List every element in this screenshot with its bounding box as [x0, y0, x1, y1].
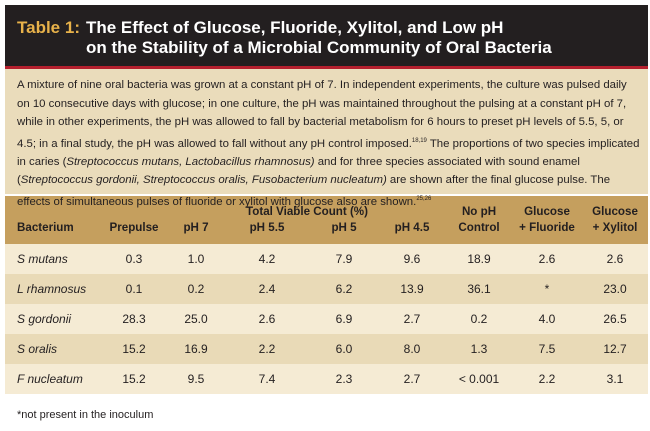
header-ph7: pH 7	[183, 221, 209, 234]
cell-value: 2.4	[258, 282, 276, 296]
cell-value: 3.1	[606, 372, 624, 386]
cell-value: 2.2	[538, 372, 556, 386]
cell-value: 4.2	[258, 252, 276, 266]
cell-value: 15.2	[122, 372, 146, 386]
table-row: L rhamnosus 0.1 0.2 2.4 6.2 13.9 36.1 * 23.0	[5, 274, 649, 304]
header-no-ph-l2: Control	[458, 221, 500, 234]
header-prepulse: Prepulse	[109, 221, 159, 234]
table-figure: Table 1: The Effect of Glucose, Fluoride…	[5, 5, 649, 394]
bacterium-name: S oralis	[17, 342, 58, 356]
citation: 25,26	[416, 195, 432, 202]
table-row: S mutans 0.3 1.0 4.2 7.9 9.6 18.9 2.6 2.6	[5, 244, 649, 274]
species-names: Streptococcus mutans, Lactobacillus rham…	[66, 155, 315, 168]
cell-value: 9.6	[403, 252, 421, 266]
cell-value: 6.2	[335, 282, 353, 296]
cell-value: 1.3	[470, 342, 488, 356]
intro-text: A mixture of nine oral bacteria was grow…	[17, 79, 627, 150]
citation: 18,19	[411, 137, 427, 144]
cell-value: 13.9	[400, 282, 424, 296]
cell-value: 2.3	[335, 372, 353, 386]
header-bacterium: Bacterium	[17, 221, 74, 234]
cell-value: 7.9	[335, 252, 353, 266]
bacterium-name: F nucleatum	[17, 372, 83, 386]
cell-value: 2.2	[258, 342, 276, 356]
cell-value: 28.3	[122, 312, 146, 326]
cell-value: 4.0	[538, 312, 556, 326]
cell-value: 18.9	[467, 252, 491, 266]
table-label: Table 1:	[17, 18, 80, 37]
bacterium-name: L rhamnosus	[17, 282, 87, 296]
species-names: Streptococcus gordonii, Streptococcus or…	[20, 174, 387, 187]
intro-text: The proportions of two species implicate…	[17, 137, 640, 168]
intro-text: are shown after the final glucose pulse.…	[17, 174, 611, 208]
cell-value: < 0.001	[458, 372, 500, 386]
header-gx-l1: Glucose	[592, 205, 638, 218]
header-gx-l2: + Xylitol	[592, 221, 638, 234]
cell-value: 6.9	[335, 312, 353, 326]
group-header: Total Viable Count (%)	[246, 205, 368, 218]
cell-value: 26.5	[603, 312, 627, 326]
table-row: S oralis 15.2 16.9 2.2 6.0 8.0 1.3 7.5 12.7	[5, 334, 649, 364]
cell-value: 0.2	[187, 282, 205, 296]
table-row: F nucleatum 15.2 9.5 7.4 2.3 2.7 < 0.001 2.2 3.1	[5, 364, 649, 394]
cell-value: 2.6	[538, 252, 556, 266]
cell-value: 16.9	[184, 342, 208, 356]
cell-value: 0.2	[470, 312, 488, 326]
cell-value: 7.5	[538, 342, 556, 356]
cell-value: 25.0	[184, 312, 208, 326]
cell-value: 0.1	[125, 282, 143, 296]
cell-value: 6.0	[335, 342, 353, 356]
cell-value: 7.4	[258, 372, 276, 386]
bacterium-name: S gordonii	[17, 312, 72, 326]
cell-value: 1.0	[187, 252, 205, 266]
header-gf-l2: + Fluoride	[519, 221, 575, 234]
title-line-1: The Effect of Glucose, Fluoride, Xylitol…	[85, 18, 504, 37]
cell-value: 2.7	[403, 372, 421, 386]
cell-value: 36.1	[467, 282, 491, 296]
cell-value: 2.6	[258, 312, 276, 326]
cell-value: 8.0	[403, 342, 421, 356]
cell-value: 15.2	[122, 342, 146, 356]
cell-value: *	[544, 282, 550, 296]
cell-value: 9.5	[187, 372, 205, 386]
cell-value: 2.6	[606, 252, 624, 266]
cell-value: 2.7	[403, 312, 421, 326]
intro-text: and for three species associated with so…	[17, 155, 580, 187]
cell-value: 23.0	[603, 282, 627, 296]
header-ph55: pH 5.5	[249, 221, 285, 234]
cell-value: 0.3	[125, 252, 143, 266]
footnote: *not present in the inoculum	[17, 409, 154, 421]
table-row: S gordonii 28.3 25.0 2.6 6.9 2.7 0.2 4.0 26.5	[5, 304, 649, 334]
bacterium-name: S mutans	[17, 252, 68, 266]
header-ph45: pH 4.5	[394, 221, 430, 234]
header-gf-l1: Glucose	[524, 205, 570, 218]
intro-paragraph: A mixture of nine oral bacteria was grow…	[5, 69, 648, 208]
cell-value: 12.7	[603, 342, 627, 356]
header-no-ph-l1: No pH	[461, 205, 497, 218]
table-title: Table 1: The Effect of Glucose, Fluoride…	[5, 5, 648, 69]
title-line-2: on the Stability of a Microbial Communit…	[85, 38, 552, 57]
header-ph5: pH 5	[331, 221, 357, 234]
data-table: Total Viable Count (%) No pH Glucose Glu…	[5, 196, 649, 394]
